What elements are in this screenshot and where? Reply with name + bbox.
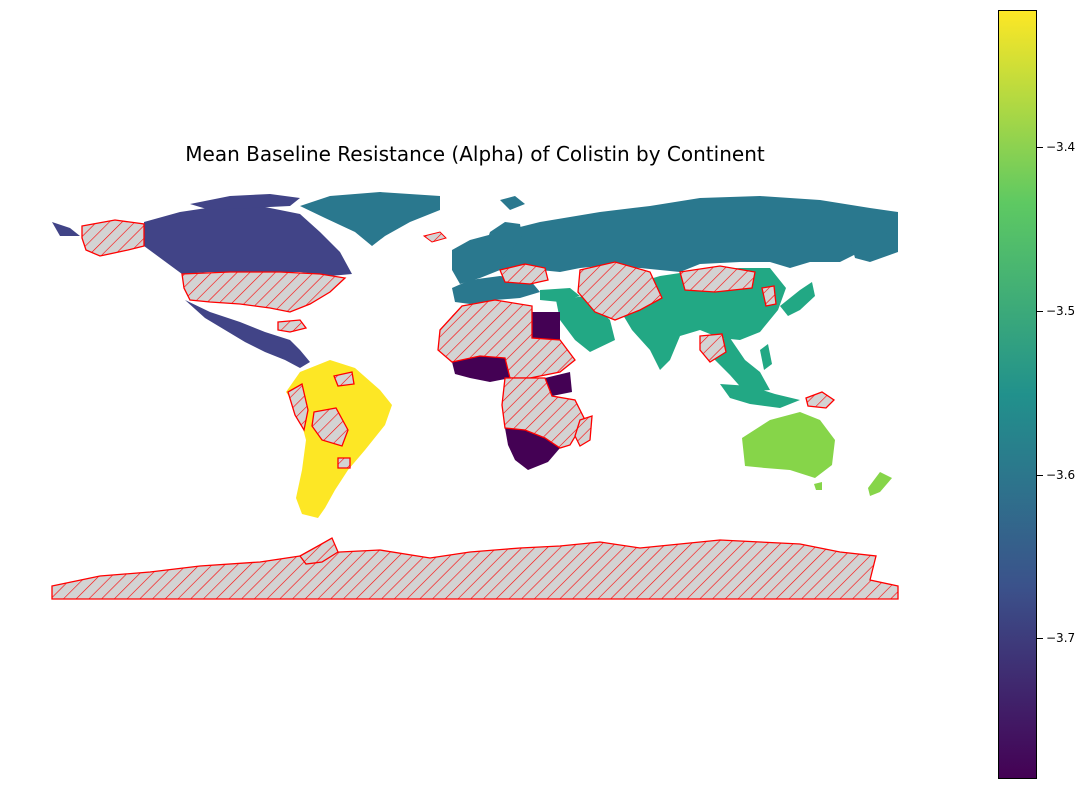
- tasmania: [814, 482, 822, 490]
- arctic-islands: [190, 194, 300, 210]
- colorbar-tick: [1037, 475, 1043, 476]
- usa-missing: [182, 272, 345, 312]
- colorbar: [998, 10, 1037, 779]
- colorbar-tick: [1037, 638, 1043, 639]
- colorbar-tick: [1037, 147, 1043, 148]
- mongolia-missing: [680, 266, 755, 292]
- new-guinea-missing: [806, 392, 834, 408]
- colorbar-tick: [1037, 311, 1043, 312]
- region-oceania: [742, 412, 892, 496]
- colorbar-tick-label: −3.7: [1046, 631, 1075, 645]
- iceland: [424, 232, 446, 242]
- alaska-missing: [82, 220, 144, 256]
- colorbar-tick-label: −3.4: [1046, 140, 1075, 154]
- libya-egypt: [532, 312, 560, 340]
- antarctica-missing: [52, 540, 898, 599]
- svalbard: [500, 196, 525, 210]
- colorbar-tick-label: −3.6: [1046, 468, 1075, 482]
- caribbean-missing: [278, 320, 306, 332]
- canada: [144, 206, 352, 276]
- colorbar-tick-label: −3.5: [1046, 304, 1075, 318]
- alaska-tip: [52, 222, 80, 236]
- australia: [742, 412, 835, 478]
- sa-paraguay-missing: [338, 458, 350, 468]
- philippines: [760, 344, 772, 370]
- new-zealand: [868, 472, 892, 496]
